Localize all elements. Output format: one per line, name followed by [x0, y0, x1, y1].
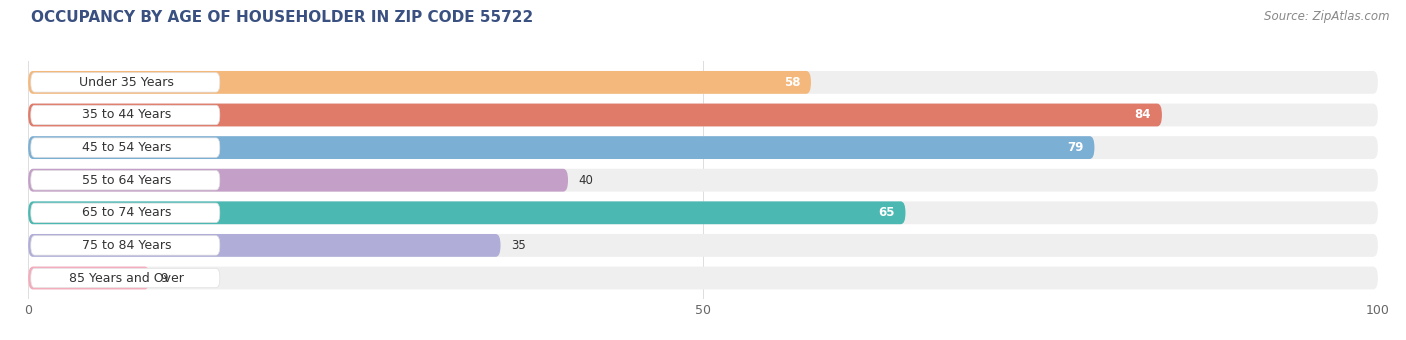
FancyBboxPatch shape [28, 136, 1094, 159]
FancyBboxPatch shape [28, 104, 1161, 126]
Text: 65: 65 [879, 206, 894, 219]
FancyBboxPatch shape [31, 73, 219, 92]
FancyBboxPatch shape [28, 169, 1378, 192]
FancyBboxPatch shape [28, 71, 811, 94]
FancyBboxPatch shape [28, 71, 1378, 94]
Text: 40: 40 [579, 174, 593, 187]
Text: 75 to 84 Years: 75 to 84 Years [82, 239, 172, 252]
Text: Source: ZipAtlas.com: Source: ZipAtlas.com [1264, 10, 1389, 23]
FancyBboxPatch shape [28, 169, 568, 192]
Text: 85 Years and Over: 85 Years and Over [69, 272, 184, 285]
Text: 35: 35 [512, 239, 526, 252]
Text: 84: 84 [1135, 108, 1152, 121]
FancyBboxPatch shape [28, 234, 501, 257]
FancyBboxPatch shape [31, 268, 219, 288]
Text: 65 to 74 Years: 65 to 74 Years [82, 206, 172, 219]
Text: 79: 79 [1067, 141, 1084, 154]
Text: OCCUPANCY BY AGE OF HOUSEHOLDER IN ZIP CODE 55722: OCCUPANCY BY AGE OF HOUSEHOLDER IN ZIP C… [31, 10, 533, 25]
FancyBboxPatch shape [31, 203, 219, 222]
FancyBboxPatch shape [28, 136, 1378, 159]
FancyBboxPatch shape [28, 201, 1378, 224]
Text: 58: 58 [783, 76, 800, 89]
FancyBboxPatch shape [31, 138, 219, 157]
FancyBboxPatch shape [28, 234, 1378, 257]
FancyBboxPatch shape [28, 267, 1378, 289]
Text: 55 to 64 Years: 55 to 64 Years [82, 174, 172, 187]
Text: 35 to 44 Years: 35 to 44 Years [82, 108, 172, 121]
FancyBboxPatch shape [28, 201, 905, 224]
Text: 9: 9 [160, 272, 167, 285]
Text: 45 to 54 Years: 45 to 54 Years [82, 141, 172, 154]
Text: Under 35 Years: Under 35 Years [79, 76, 174, 89]
FancyBboxPatch shape [31, 170, 219, 190]
FancyBboxPatch shape [31, 105, 219, 125]
FancyBboxPatch shape [28, 104, 1378, 126]
FancyBboxPatch shape [28, 267, 149, 289]
FancyBboxPatch shape [31, 236, 219, 255]
